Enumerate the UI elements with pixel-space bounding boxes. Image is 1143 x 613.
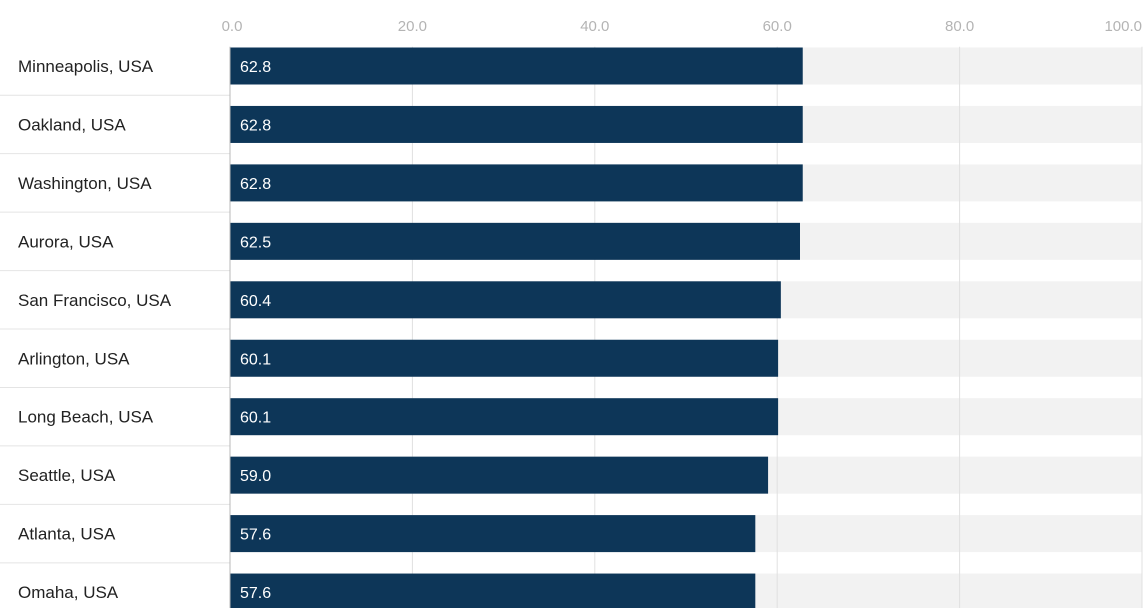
- bar: [230, 281, 781, 319]
- category-label: Arlington, USA: [18, 349, 130, 368]
- category-label: Minneapolis, USA: [18, 57, 154, 76]
- bar: [230, 222, 800, 260]
- bar: [230, 573, 756, 611]
- data-label: 59.0: [240, 468, 271, 485]
- category-label: Washington, USA: [18, 174, 152, 193]
- data-label: 60.1: [240, 351, 271, 368]
- data-label: 62.8: [240, 176, 271, 193]
- x-tick-label: 20.0: [398, 18, 427, 35]
- category-label: Oakland, USA: [18, 115, 126, 134]
- bar: [230, 456, 769, 494]
- x-tick-label: 40.0: [580, 18, 609, 35]
- bar: [230, 398, 779, 436]
- data-label: 62.5: [240, 234, 271, 251]
- bar: [230, 105, 803, 143]
- category-label: Omaha, USA: [18, 583, 119, 602]
- category-label-layer: Minneapolis, USA Oakland, USA Washington, …: [18, 57, 172, 602]
- category-label: San Francisco, USA: [18, 291, 172, 310]
- x-tick-label: 80.0: [945, 18, 974, 35]
- x-tick-label-layer: 0.0 20.0 40.0 60.0 80.0 100.0: [222, 18, 1142, 35]
- bar: [230, 515, 756, 553]
- category-label: Atlanta, USA: [18, 525, 116, 544]
- category-label: Long Beach, USA: [18, 408, 154, 427]
- data-label: 60.4: [240, 293, 271, 310]
- bar-layer: [230, 47, 803, 611]
- data-label: 57.6: [240, 527, 271, 544]
- x-tick-label: 60.0: [763, 18, 792, 35]
- data-label: 62.8: [240, 59, 271, 76]
- data-label: 62.8: [240, 117, 271, 134]
- data-label: 57.6: [240, 585, 271, 602]
- bar: [230, 339, 779, 377]
- category-label: Aurora, USA: [18, 232, 114, 251]
- x-tick-label: 0.0: [222, 18, 243, 35]
- value-label-layer: 62.8 62.8 62.8 62.5 60.4 60.1 60.1 59.0 57.6 57.6: [240, 59, 271, 602]
- x-tick-label: 100.0: [1104, 18, 1142, 35]
- row-separator-layer: [0, 94, 230, 564]
- bar: [230, 47, 803, 85]
- bar: [230, 164, 803, 202]
- category-label: Seattle, USA: [18, 466, 116, 485]
- data-label: 60.1: [240, 410, 271, 427]
